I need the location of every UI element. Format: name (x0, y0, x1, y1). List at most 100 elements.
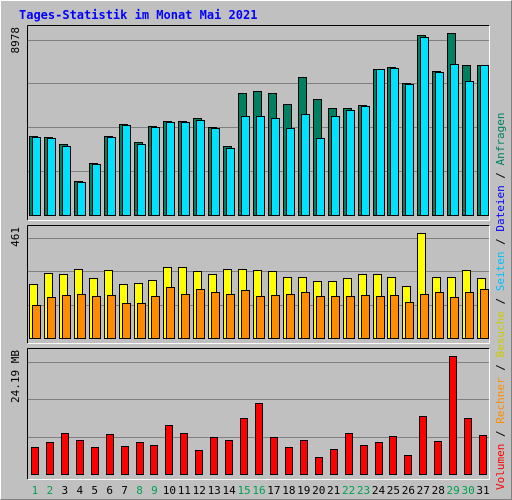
bar-rechner-day-22 (346, 296, 355, 339)
bar-volumen-day-8 (136, 442, 144, 475)
bar-seiten-day-2 (47, 138, 56, 216)
x-tick-label-day-20: 20 (312, 484, 325, 497)
x-tick-label-day-22: 22 (342, 484, 355, 497)
bar-volumen-day-12 (195, 450, 203, 475)
legend-item-seiten: Seiten (494, 252, 507, 292)
bar-seiten-day-15 (241, 116, 250, 216)
x-tick-label-day-21: 21 (327, 484, 340, 497)
x-tick-label-day-12: 12 (193, 484, 206, 497)
panel-middle-max-label: 461 (9, 227, 22, 247)
bar-volumen-day-13 (210, 437, 218, 475)
legend-text: Volumen / Rechner / Besuche / Seiten / D… (494, 112, 507, 490)
bar-seiten-day-16 (256, 116, 265, 216)
legend-separator: / (494, 165, 507, 185)
bar-volumen-day-19 (300, 440, 308, 475)
bar-seiten-day-13 (211, 128, 220, 216)
panel-bottom: 24.19 MB (9, 348, 490, 480)
bar-rechner-day-31 (480, 289, 489, 339)
x-tick-label-day-14: 14 (223, 484, 237, 497)
x-tick-label-day-18: 18 (282, 484, 295, 497)
bar-rechner-day-3 (62, 295, 71, 339)
bar-seiten-day-28 (435, 72, 444, 216)
bar-rechner-day-14 (226, 294, 235, 339)
bar-seiten-day-23 (361, 106, 370, 216)
bar-seiten-day-29 (450, 64, 459, 216)
x-tick-label-day-11: 11 (178, 484, 191, 497)
bar-rechner-day-4 (77, 294, 86, 339)
bar-rechner-day-16 (256, 296, 265, 339)
bar-seiten-day-27 (420, 37, 429, 216)
bar-rechner-day-27 (420, 294, 429, 339)
bar-rechner-day-15 (241, 290, 250, 339)
legend-separator: / (494, 424, 507, 444)
panel-top-max-label: 8978 (9, 27, 22, 54)
bar-rechner-day-8 (137, 303, 146, 339)
bar-volumen-day-5 (91, 447, 99, 475)
legend-item-besuche: Besuche (494, 311, 507, 357)
bar-rechner-day-20 (316, 296, 325, 339)
bar-volumen-day-10 (165, 425, 173, 475)
bar-rechner-day-2 (47, 297, 56, 339)
bar-volumen-day-14 (225, 440, 233, 475)
x-tick-label-day-24: 24 (372, 484, 386, 497)
bar-seiten-day-31 (480, 65, 489, 216)
bar-rechner-day-24 (376, 296, 385, 339)
bar-seiten-day-20 (316, 138, 325, 216)
bar-volumen-day-17 (270, 437, 278, 475)
bar-seiten-day-10 (166, 122, 175, 216)
bar-rechner-day-13 (211, 292, 220, 339)
bar-seiten-day-22 (346, 110, 355, 216)
x-tick-label-day-26: 26 (402, 484, 415, 497)
x-tick-label-day-5: 5 (91, 484, 98, 497)
bar-rechner-day-10 (166, 287, 175, 339)
bar-rechner-day-6 (107, 295, 116, 339)
panel-middle: 461 (9, 225, 490, 344)
bar-volumen-day-6 (106, 434, 114, 475)
legend-separator: / (494, 232, 507, 252)
x-tick-label-day-13: 13 (208, 484, 221, 497)
x-tick-label-day-6: 6 (106, 484, 113, 497)
panel-bottom-max-label: 24.19 MB (9, 350, 22, 403)
bar-seiten-day-18 (286, 128, 295, 216)
x-tick-label-day-10: 10 (163, 484, 176, 497)
bar-seiten-day-11 (181, 122, 190, 216)
bar-rechner-day-9 (151, 296, 160, 339)
bar-volumen-day-31 (479, 435, 487, 475)
chart-title: Tages-Statistik im Monat Mai 2021 (19, 8, 257, 22)
bar-volumen-day-7 (121, 446, 129, 475)
x-tick-label-day-25: 25 (387, 484, 400, 497)
bar-seiten-day-19 (301, 114, 310, 216)
bar-volumen-day-9 (150, 445, 158, 475)
legend-item-rechner: Rechner (494, 377, 507, 424)
x-tick-label-day-29: 29 (447, 484, 460, 497)
bar-volumen-day-27 (419, 416, 427, 475)
bar-volumen-day-25 (389, 436, 397, 475)
bar-seiten-day-21 (331, 116, 340, 216)
bar-rechner-day-7 (122, 303, 131, 339)
bar-rechner-day-12 (196, 289, 205, 339)
x-tick-label-day-28: 28 (432, 484, 445, 497)
x-tick-label-day-27: 27 (417, 484, 430, 497)
legend-item-volumen: Volumen (494, 444, 507, 490)
bar-volumen-day-23 (360, 445, 368, 475)
bar-seiten-day-14 (226, 148, 235, 216)
x-tick-label-day-3: 3 (62, 484, 69, 497)
bar-rechner-day-23 (361, 295, 370, 339)
bar-seiten-day-17 (271, 118, 280, 216)
x-axis-tick-labels: 1 2 3 4 5 6 7 8 9 10 11 12 13 14 15 16 17 18 19 20 21 22 23 24 2… (32, 484, 490, 497)
legend-item-dateien: Dateien (494, 185, 507, 231)
bar-volumen-day-3 (61, 433, 69, 475)
bar-rechner-day-5 (92, 296, 101, 339)
x-tick-label-day-4: 4 (76, 484, 83, 497)
bar-volumen-day-11 (180, 433, 188, 475)
bar-seiten-day-6 (107, 137, 116, 216)
bar-seiten-day-7 (122, 125, 131, 216)
x-tick-label-day-31: 31 (476, 484, 489, 497)
bar-seiten-day-4 (77, 182, 86, 216)
x-tick-label-day-7: 7 (121, 484, 128, 497)
bar-seiten-day-3 (62, 146, 71, 216)
bar-seiten-day-24 (376, 69, 385, 216)
chart-panels: 8978 461 24.19 MB (9, 25, 490, 480)
bar-rechner-day-25 (390, 295, 399, 339)
